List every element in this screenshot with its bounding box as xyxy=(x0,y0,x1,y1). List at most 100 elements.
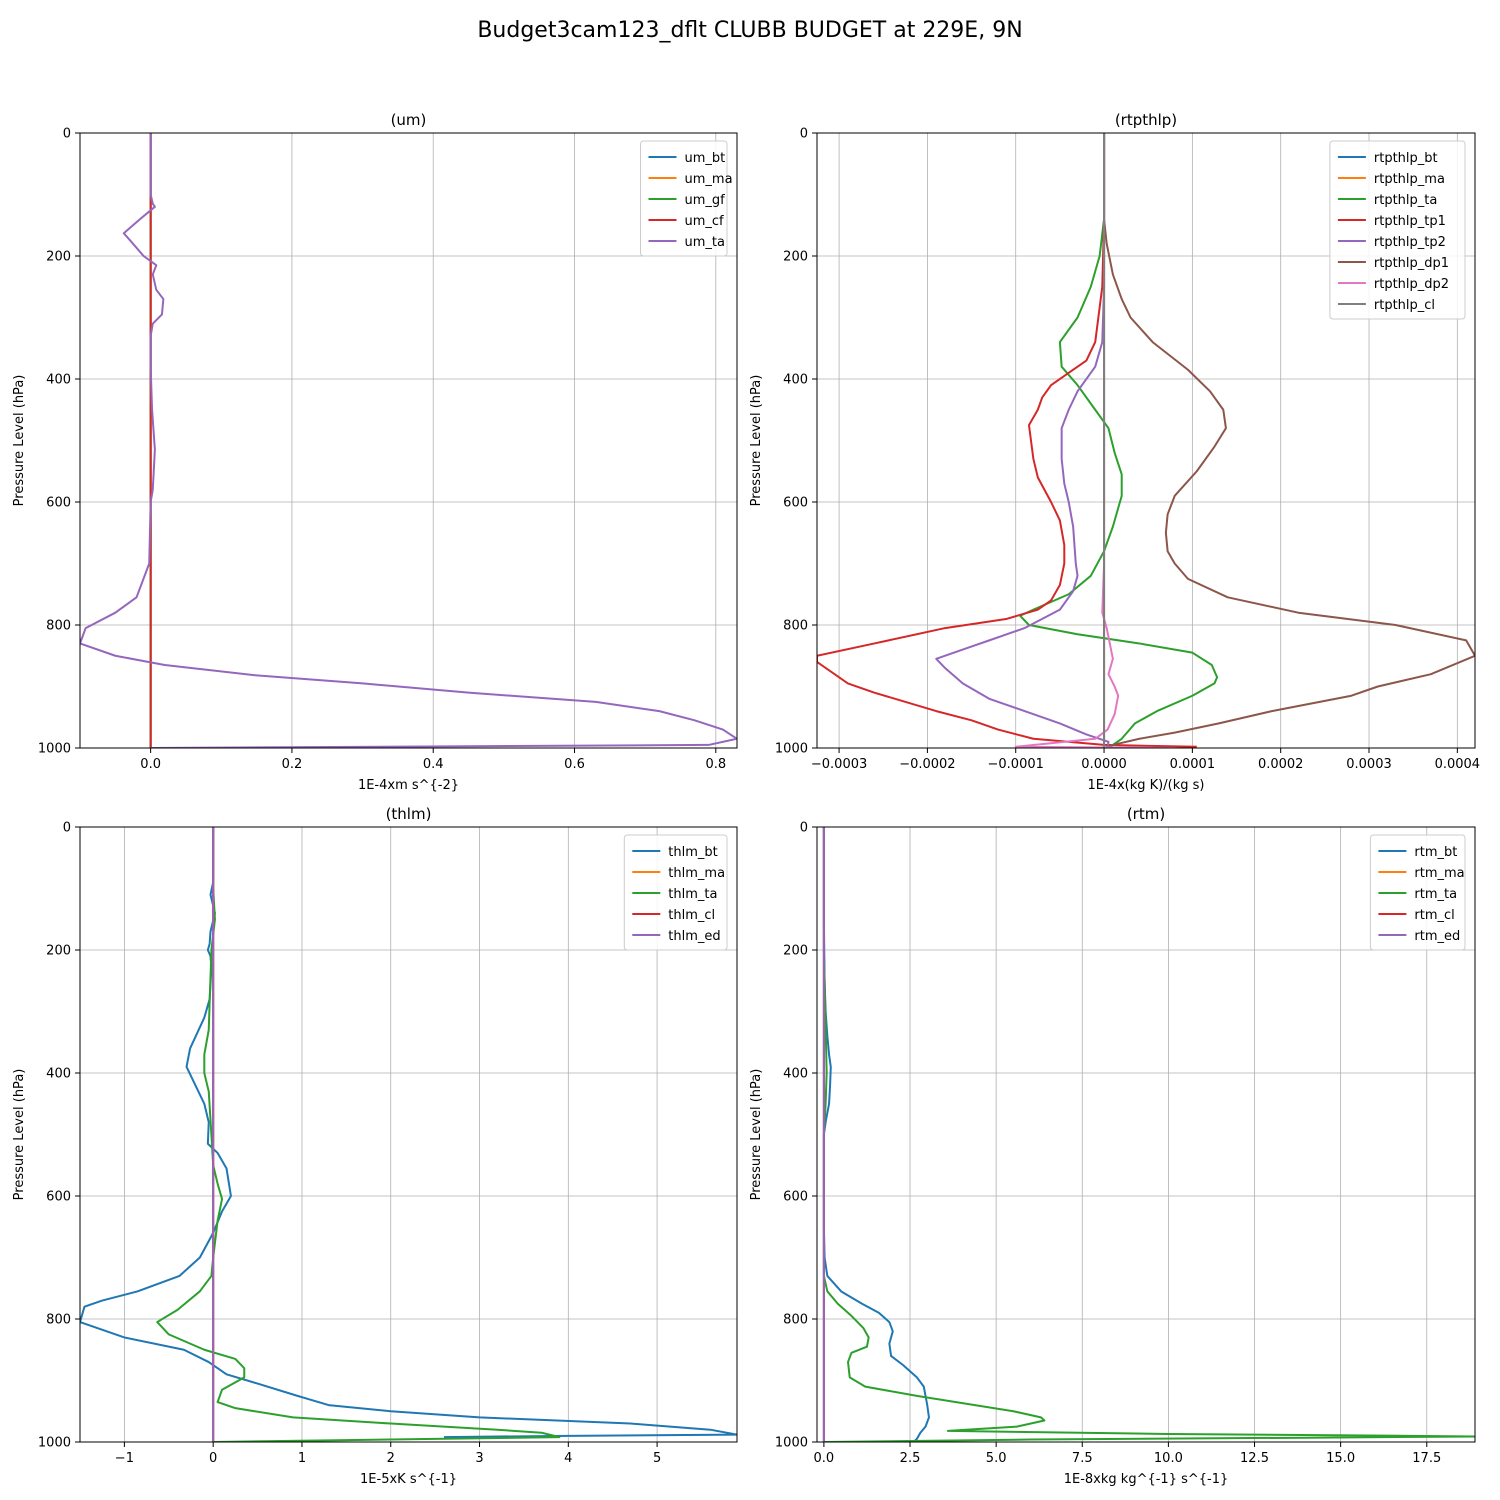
legend-box xyxy=(623,834,728,951)
y-tick-label: 800 xyxy=(783,1313,808,1328)
x-tick-label: 0.0004 xyxy=(1435,757,1481,772)
y-tick-label: 800 xyxy=(46,619,71,634)
x-tick-label: 0.0002 xyxy=(1258,757,1304,772)
legend-entry: um_cf xyxy=(685,214,725,229)
axes-frame xyxy=(79,826,738,1443)
y-tick-label: 1000 xyxy=(775,742,808,757)
x-tick-label: 0.0 xyxy=(814,1451,835,1466)
y-tick-label: 400 xyxy=(46,1067,71,1082)
y-tick-label: 0 xyxy=(800,127,808,142)
y-tick-label: 200 xyxy=(46,250,71,265)
panel-title: (rtm) xyxy=(1127,805,1165,823)
y-tick-label: 0 xyxy=(800,821,808,836)
y-tick-label: 0 xyxy=(63,821,71,836)
x-tick-label: 0.4 xyxy=(423,757,444,772)
panel-um: 0.0 0.2 0.4 0.6 0.8 0 200 400 600 800 1000 (um) 1E-4… xyxy=(12,111,738,793)
x-tick-label: 10.0 xyxy=(1154,1451,1183,1466)
y-tick-label: 200 xyxy=(46,944,71,959)
y-tick-label: 600 xyxy=(783,1190,808,1205)
x-tick-label: 0.6 xyxy=(564,757,585,772)
y-tick-label: 800 xyxy=(46,1313,71,1328)
legend-entry: rtpthlp_tp2 xyxy=(1374,235,1446,250)
y-tick-label: 800 xyxy=(783,619,808,634)
panel-rtm: 0.0 2.5 5.0 7.5 10.0 12.5 15.0 17.5 0 200 400 600 80… xyxy=(749,805,1476,1487)
series-group xyxy=(822,827,1475,1442)
y-tick-label: 200 xyxy=(783,944,808,959)
legend-entry: rtpthlp_tp1 xyxy=(1374,214,1446,229)
x-tick-label: 5 xyxy=(653,1451,661,1466)
y-tick-label: 1000 xyxy=(775,1436,808,1451)
legend: um_bt um_ma um_gf um_cf um_ta xyxy=(640,140,733,257)
legend-entry: rtpthlp_ma xyxy=(1374,172,1445,187)
legend-entry: um_ta xyxy=(685,235,725,250)
x-tick-label: 0.2 xyxy=(282,757,303,772)
axes-frame xyxy=(816,132,1476,749)
legend: thlm_bt thlm_ma thlm_ta thlm_cl thlm_ed xyxy=(623,834,728,951)
y-tick-label: 1000 xyxy=(38,1436,71,1451)
legend-box xyxy=(1369,834,1466,951)
y-tick-label: 1000 xyxy=(38,742,71,757)
series-group xyxy=(817,133,1475,748)
x-axis-label: 1E-8xkg kg^{-1} s^{-1} xyxy=(1064,1472,1229,1487)
x-tick-label: 15.0 xyxy=(1326,1451,1355,1466)
series-line-thlm-ta xyxy=(156,827,561,1442)
legend-entry: rtm_ed xyxy=(1414,929,1460,944)
figure-suptitle: Budget3cam123_dflt CLUBB BUDGET at 229E,… xyxy=(477,18,1022,43)
y-tick-label: 600 xyxy=(783,496,808,511)
legend-entry: rtm_ma xyxy=(1414,866,1464,881)
series-line-rtpthlp-tp2 xyxy=(935,133,1110,748)
series-line-rtpthlp-tp1 xyxy=(817,133,1197,748)
legend-entry: um_ma xyxy=(685,172,733,187)
legend-entry: rtm_bt xyxy=(1414,845,1457,860)
panel-title: (thlm) xyxy=(386,805,432,823)
y-tick-label: 400 xyxy=(783,1067,808,1082)
legend-entry: um_bt xyxy=(685,151,726,166)
axes-frame xyxy=(79,132,738,749)
y-tick-label: 0 xyxy=(63,127,71,142)
x-tick-label: 1 xyxy=(298,1451,306,1466)
y-tick-label: 200 xyxy=(783,250,808,265)
x-tick-label: 0.8 xyxy=(705,757,726,772)
x-tick-label: 0.0 xyxy=(140,757,161,772)
x-axis-label: 1E-4xm s^{-2} xyxy=(358,778,459,793)
x-axis-label: 1E-5xK s^{-1} xyxy=(360,1472,457,1487)
series-group xyxy=(80,133,737,748)
legend-entry: rtm_ta xyxy=(1414,887,1457,902)
legend-entry: thlm_ta xyxy=(668,887,717,902)
panel-title: (rtpthlp) xyxy=(1115,111,1177,129)
legend-box xyxy=(640,140,728,257)
panel-title: (um) xyxy=(391,111,427,129)
y-axis-label: Pressure Level (hPa) xyxy=(749,375,764,507)
series-line-rtpthlp-dp1 xyxy=(1103,133,1475,748)
y-axis-label: Pressure Level (hPa) xyxy=(12,375,27,507)
legend: rtpthlp_bt rtpthlp_ma rtpthlp_ta rtpthlp_tp… xyxy=(1329,140,1466,320)
y-tick-label: 400 xyxy=(46,373,71,388)
legend-entry: um_gf xyxy=(685,193,726,208)
panel-rtpthlp: −0.0003 −0.0002 −0.0001 0.0000 0.0001 0.0002 0… xyxy=(749,111,1480,793)
y-tick-label: 600 xyxy=(46,1190,71,1205)
legend-entry: rtpthlp_dp2 xyxy=(1374,277,1449,292)
x-tick-label: 4 xyxy=(564,1451,572,1466)
x-tick-label: −0.0002 xyxy=(899,757,955,772)
x-axis-label: 1E-4x(kg K)/(kg s) xyxy=(1088,778,1205,793)
x-tick-label: 2 xyxy=(387,1451,395,1466)
legend-entry: thlm_ed xyxy=(668,929,720,944)
x-tick-label: −1 xyxy=(115,1451,134,1466)
y-tick-label: 400 xyxy=(783,373,808,388)
panel-thlm: −1 0 1 2 3 4 5 0 200 400 600 800 1000 (thlm) 1E-5xK s^… xyxy=(12,805,738,1487)
x-tick-label: 0.0001 xyxy=(1170,757,1216,772)
x-tick-label: 0.0000 xyxy=(1081,757,1127,772)
y-axis-label: Pressure Level (hPa) xyxy=(749,1069,764,1201)
series-line-um-ta xyxy=(80,133,737,748)
x-tick-label: 0.0003 xyxy=(1346,757,1392,772)
legend-entry: rtpthlp_bt xyxy=(1374,151,1438,166)
legend-entry: thlm_cl xyxy=(668,908,715,923)
x-tick-label: 3 xyxy=(475,1451,483,1466)
legend-entry: rtpthlp_cl xyxy=(1374,298,1435,313)
axes-frame xyxy=(816,826,1476,1443)
legend-entry: rtpthlp_dp1 xyxy=(1374,256,1449,271)
series-line-rtpthlp-ta xyxy=(1019,133,1219,748)
x-tick-label: 7.5 xyxy=(1072,1451,1093,1466)
